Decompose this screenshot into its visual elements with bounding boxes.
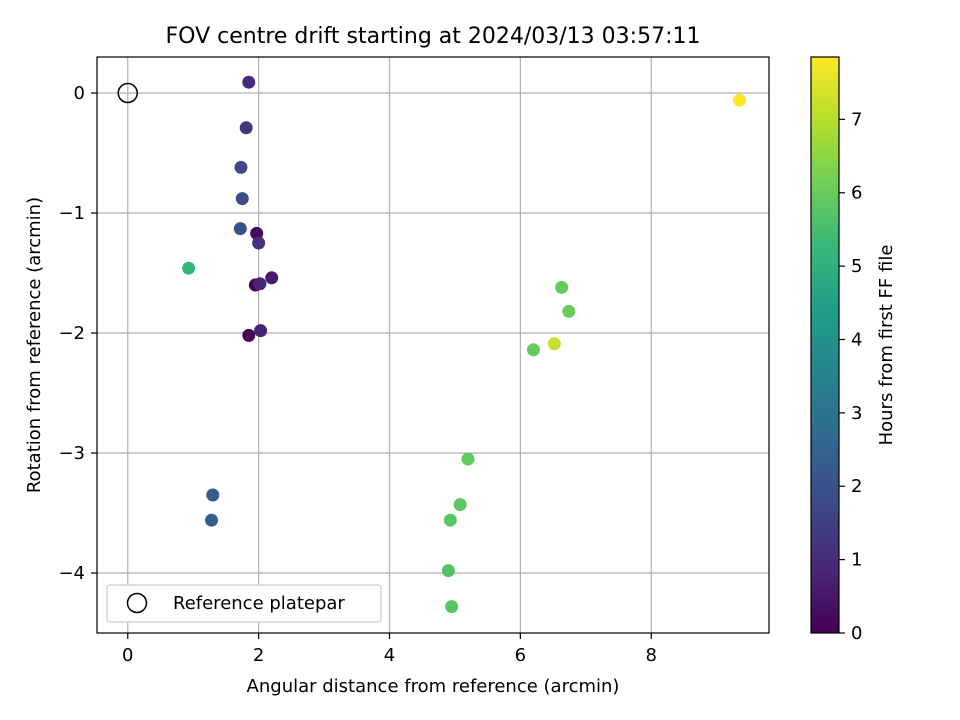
data-point bbox=[265, 271, 279, 285]
data-point bbox=[461, 452, 475, 466]
data-point bbox=[233, 222, 247, 236]
colorbar-tick-label: 7 bbox=[851, 109, 862, 130]
x-tick-label: 0 bbox=[122, 645, 133, 666]
data-point bbox=[252, 236, 266, 250]
data-point bbox=[526, 343, 540, 357]
legend-box bbox=[106, 584, 382, 623]
grid-lines bbox=[97, 57, 769, 633]
y-axis-label: Rotation from reference (arcmin) bbox=[24, 197, 45, 493]
colorbar-tick-label: 3 bbox=[851, 403, 862, 424]
data-point bbox=[235, 192, 249, 206]
colorbar-tick-label: 0 bbox=[851, 623, 862, 644]
data-point bbox=[182, 261, 196, 275]
reference-platepar-marker bbox=[117, 82, 139, 104]
data-point bbox=[253, 277, 267, 291]
y-axis-ticks: 0 −1 −2 −3 −4 bbox=[58, 83, 97, 584]
data-points bbox=[182, 75, 747, 614]
data-point bbox=[205, 513, 219, 527]
x-axis-label: Angular distance from reference (arcmin) bbox=[247, 676, 620, 697]
colorbar-tick-label: 6 bbox=[851, 183, 862, 204]
data-point bbox=[445, 600, 459, 614]
y-tick-label: −4 bbox=[58, 563, 85, 584]
data-point bbox=[453, 498, 467, 512]
colorbar-tick-label: 4 bbox=[851, 329, 862, 350]
y-tick-label: −1 bbox=[58, 203, 85, 224]
data-point bbox=[234, 160, 248, 174]
data-point bbox=[733, 93, 747, 107]
plot-frame bbox=[96, 56, 770, 634]
x-tick-label: 4 bbox=[384, 645, 395, 666]
colorbar-ticks: 0 1 2 3 4 5 6 7 bbox=[839, 109, 862, 644]
x-tick-label: 2 bbox=[253, 645, 264, 666]
data-point bbox=[242, 328, 256, 342]
data-point bbox=[206, 488, 220, 502]
data-point bbox=[443, 513, 457, 527]
colorbar-label: Hours from first FF file bbox=[876, 245, 897, 446]
x-tick-label: 8 bbox=[645, 645, 656, 666]
data-point bbox=[242, 75, 256, 89]
colorbar-tick-label: 5 bbox=[851, 256, 862, 277]
legend-marker-reference bbox=[126, 592, 148, 614]
y-tick-label: −2 bbox=[58, 323, 85, 344]
colorbar-fill bbox=[810, 56, 840, 634]
data-point bbox=[441, 564, 455, 578]
y-tick-label: −3 bbox=[58, 443, 85, 464]
colorbar-tick-label: 1 bbox=[851, 550, 862, 571]
colorbar: 0 1 2 3 4 5 6 7 Hours from first FF file bbox=[810, 56, 897, 644]
data-point bbox=[562, 304, 576, 318]
data-point bbox=[254, 324, 268, 338]
x-tick-label: 6 bbox=[515, 645, 526, 666]
legend-label-reference: Reference platepar bbox=[173, 593, 345, 614]
y-tick-label: 0 bbox=[74, 83, 85, 104]
colorbar-tick-label: 2 bbox=[851, 476, 862, 497]
legend: Reference platepar bbox=[106, 584, 382, 623]
x-axis-ticks: 0 2 4 6 8 bbox=[122, 633, 657, 666]
chart-title: FOV centre drift starting at 2024/03/13 … bbox=[166, 24, 701, 49]
data-point bbox=[239, 121, 253, 135]
data-point bbox=[555, 280, 569, 294]
data-point bbox=[547, 337, 561, 351]
